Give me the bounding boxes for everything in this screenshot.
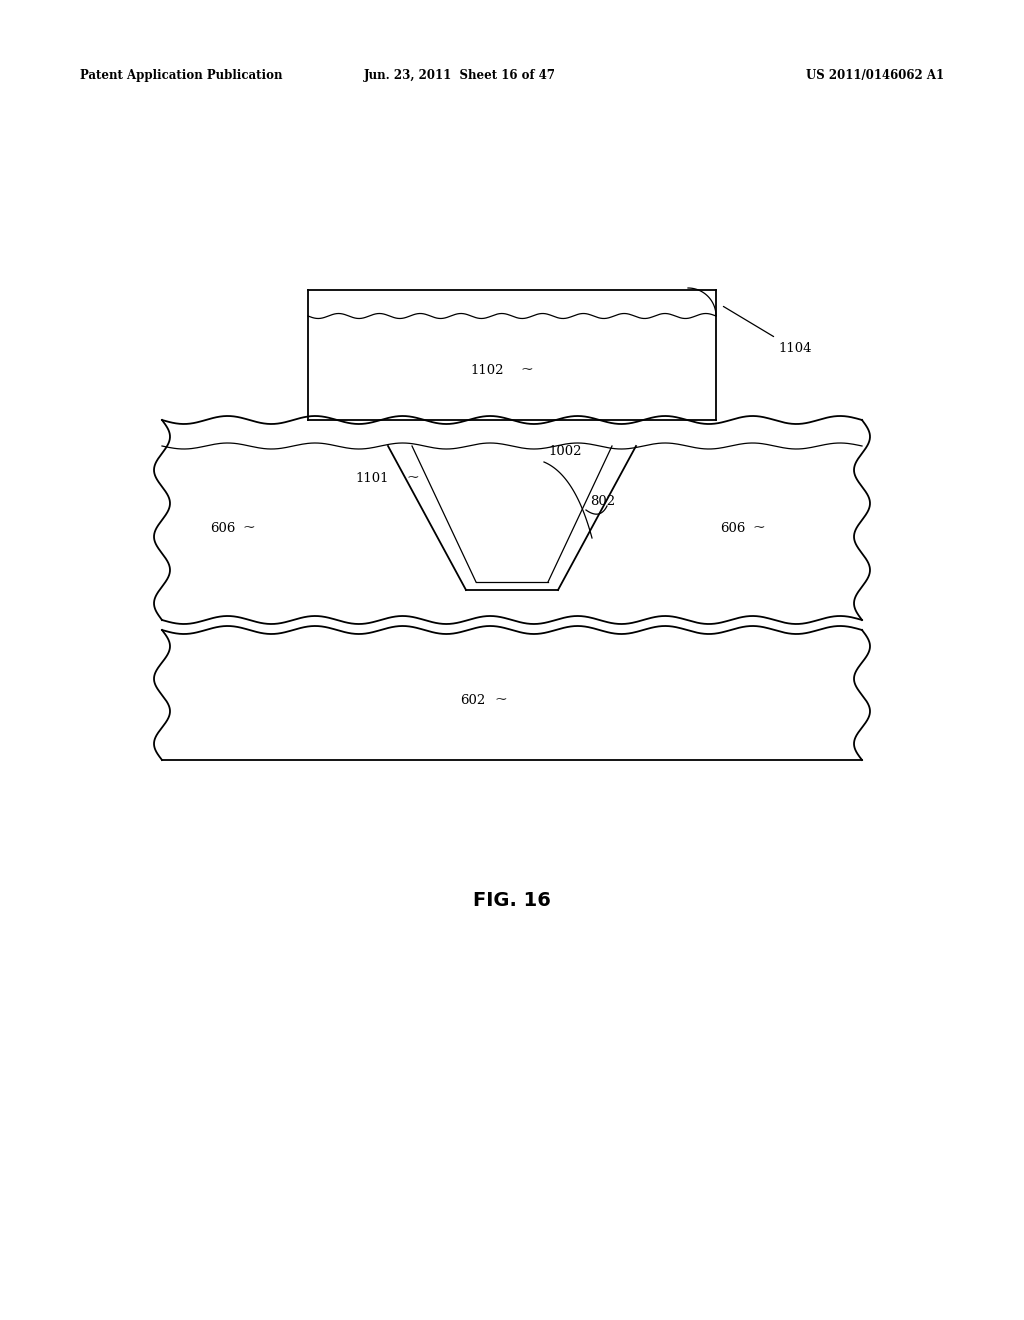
Text: 606: 606: [720, 521, 745, 535]
Text: 1002: 1002: [548, 445, 582, 458]
Text: Jun. 23, 2011  Sheet 16 of 47: Jun. 23, 2011 Sheet 16 of 47: [364, 69, 556, 82]
Text: FIG. 16: FIG. 16: [473, 891, 551, 909]
Text: ~: ~: [520, 363, 532, 378]
Text: 602: 602: [460, 693, 485, 706]
Text: 1102: 1102: [470, 363, 504, 376]
Text: ~: ~: [494, 693, 507, 708]
Text: Patent Application Publication: Patent Application Publication: [80, 69, 283, 82]
Text: ~: ~: [406, 471, 419, 484]
Text: 1101: 1101: [355, 471, 388, 484]
Text: ~: ~: [242, 521, 255, 535]
Text: 606: 606: [210, 521, 236, 535]
Text: 802: 802: [590, 495, 615, 508]
Text: 1104: 1104: [778, 342, 811, 355]
Text: ~: ~: [752, 521, 765, 535]
Text: US 2011/0146062 A1: US 2011/0146062 A1: [806, 69, 944, 82]
